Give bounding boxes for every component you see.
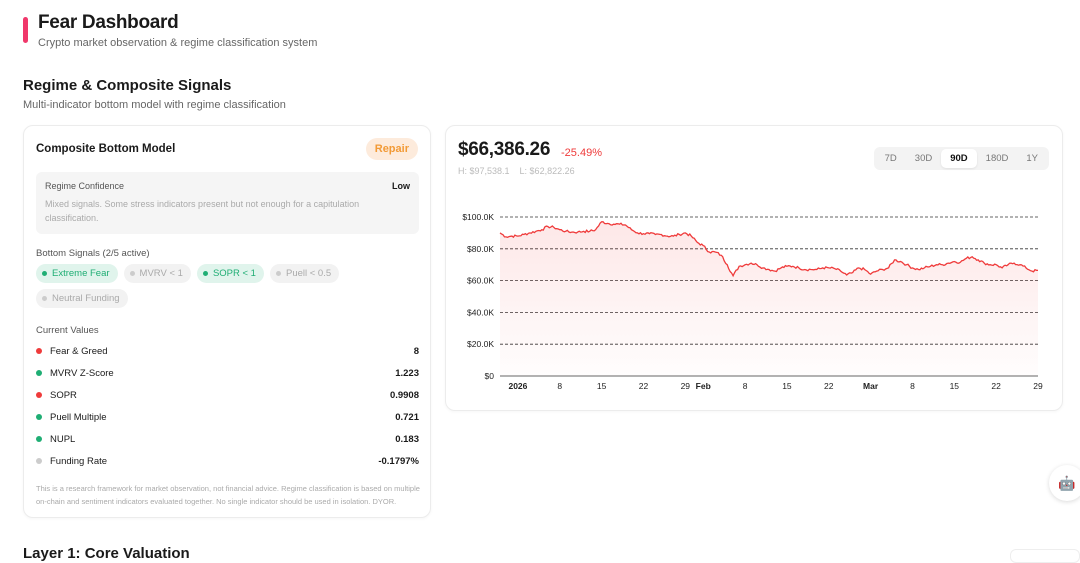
price-chart: $0 $20.0K $40.0K $60.0K $80.0K $100.0K 2026 8 15… <box>462 212 1043 391</box>
composite-model-card: Composite Bottom Model Repair Regime Con… <box>23 125 431 518</box>
signal-label: MVRV < 1 <box>139 268 183 279</box>
value-row: Funding Rate -0.1797% <box>36 450 419 472</box>
range-1y[interactable]: 1Y <box>1026 153 1038 164</box>
status-dot-icon <box>36 392 42 398</box>
indicator-name: MVRV Z-Score <box>50 367 114 379</box>
signal-chips: Extreme Fear MVRV < 1 SOPR < 1 Puell < 0.5 N… <box>36 264 396 308</box>
price-line <box>499 221 1039 278</box>
regime-confidence-box: Regime Confidence Low Mixed signals. Som… <box>36 172 419 234</box>
signal-label: SOPR < 1 <box>212 268 256 279</box>
status-dot-icon <box>36 370 42 376</box>
signal-label: Puell < 0.5 <box>285 268 332 279</box>
signal-chip: Neutral Funding <box>36 289 128 308</box>
x-tick-label: Mar <box>863 381 879 391</box>
indicator-value: 0.183 <box>395 433 419 445</box>
signals-label: Bottom Signals (2/5 active) <box>36 248 150 259</box>
y-tick-label: $0 <box>485 371 495 381</box>
signal-chip: Puell < 0.5 <box>269 264 340 283</box>
status-dot-icon <box>36 414 42 420</box>
current-price: $66,386.26 <box>458 139 551 160</box>
signal-chip: SOPR < 1 <box>196 264 264 283</box>
status-dot-icon <box>36 458 42 464</box>
x-tick-label: 8 <box>743 381 748 391</box>
status-dot-icon <box>129 271 135 276</box>
indicator-name: Funding Rate <box>50 455 108 467</box>
current-values-label: Current Values <box>36 325 99 336</box>
y-tick-label: $80.0K <box>467 244 494 254</box>
y-tick-label: $100.0K <box>462 212 494 222</box>
disclaimer: This is a research framework for market … <box>36 484 420 506</box>
y-tick-label: $40.0K <box>467 307 494 317</box>
confidence-description: Mixed signals. Some stress indicators pr… <box>45 199 360 223</box>
range-30d[interactable]: 30D <box>914 153 933 164</box>
x-tick-label: 29 <box>681 381 691 391</box>
range-7d[interactable]: 7D <box>884 153 897 164</box>
x-tick-label: 15 <box>597 381 607 391</box>
x-tick-label: 15 <box>782 381 792 391</box>
corner-control[interactable] <box>1010 549 1080 563</box>
value-row: Puell Multiple 0.721 <box>36 406 419 428</box>
x-tick-label: 8 <box>557 381 562 391</box>
range-180d[interactable]: 180D <box>985 153 1009 164</box>
indicator-value: 8 <box>413 345 419 357</box>
x-tick-label: Feb <box>696 381 711 391</box>
indicator-name: Fear & Greed <box>50 345 108 357</box>
status-dot-icon <box>42 296 47 301</box>
high-price: H: $97,538.1 <box>458 166 510 176</box>
value-row: Fear & Greed 8 <box>36 340 419 362</box>
signal-chip: MVRV < 1 <box>123 264 191 283</box>
value-row: MVRV Z-Score 1.223 <box>36 362 419 384</box>
section-title: Regime & Composite Signals <box>23 77 232 94</box>
indicator-value: 0.721 <box>395 411 419 423</box>
price-area <box>500 221 1038 376</box>
indicator-name: SOPR <box>50 389 77 401</box>
value-row: NUPL 0.183 <box>36 428 419 450</box>
signal-label: Extreme Fear <box>52 268 110 279</box>
current-values-list: Fear & Greed 8 MVRV Z-Score 1.223 SOPR 0.9908… <box>36 340 419 472</box>
indicator-value: 1.223 <box>395 367 419 379</box>
confidence-label: Regime Confidence <box>45 181 125 191</box>
confidence-value: Low <box>392 181 410 191</box>
range-90d[interactable]: 90D <box>941 149 977 168</box>
page-title: Fear Dashboard <box>38 12 179 33</box>
indicator-name: Puell Multiple <box>50 411 107 423</box>
layer1-title: Layer 1: Core Valuation <box>23 545 190 562</box>
x-tick-label: 29 <box>1033 381 1043 391</box>
y-tick-label: $20.0K <box>467 339 494 349</box>
signal-label: Neutral Funding <box>52 293 120 304</box>
card-title: Composite Bottom Model <box>36 143 176 155</box>
high-low: H: $97,538.1 L: $62,822.26 <box>458 166 585 176</box>
indicator-value: -0.1797% <box>378 455 419 467</box>
y-tick-label: $60.0K <box>467 276 494 286</box>
bot-icon: 🤖 <box>1058 474 1076 491</box>
status-dot-icon <box>36 436 42 442</box>
range-selector: 7D 30D 90D 180D 1Y <box>873 147 1049 170</box>
page-subtitle: Crypto market observation & regime class… <box>38 37 318 49</box>
x-tick-label: 8 <box>910 381 915 391</box>
regime-badge: Repair <box>365 138 418 160</box>
section-subtitle: Multi-indicator bottom model with regime… <box>23 99 286 111</box>
value-row: SOPR 0.9908 <box>36 384 419 406</box>
x-tick-label: 15 <box>950 381 960 391</box>
status-dot-icon <box>36 348 42 354</box>
status-dot-icon <box>42 271 47 276</box>
status-dot-icon <box>202 271 208 276</box>
price-chart-card: $66,386.26 -25.49% H: $97,538.1 L: $62,82… <box>445 125 1063 411</box>
price-change: -25.49% <box>561 147 602 159</box>
status-dot-icon <box>275 271 281 276</box>
indicator-name: NUPL <box>50 433 76 445</box>
accent-bar <box>23 17 28 43</box>
x-tick-label: 22 <box>639 381 649 391</box>
low-price: L: $62,822.26 <box>519 166 575 176</box>
x-tick-label: 22 <box>991 381 1001 391</box>
assistant-button[interactable]: 🤖 <box>1049 465 1080 501</box>
indicator-value: 0.9908 <box>389 389 419 401</box>
x-tick-label: 22 <box>824 381 834 391</box>
x-tick-label: 2026 <box>508 381 527 391</box>
signal-chip: Extreme Fear <box>36 264 118 283</box>
